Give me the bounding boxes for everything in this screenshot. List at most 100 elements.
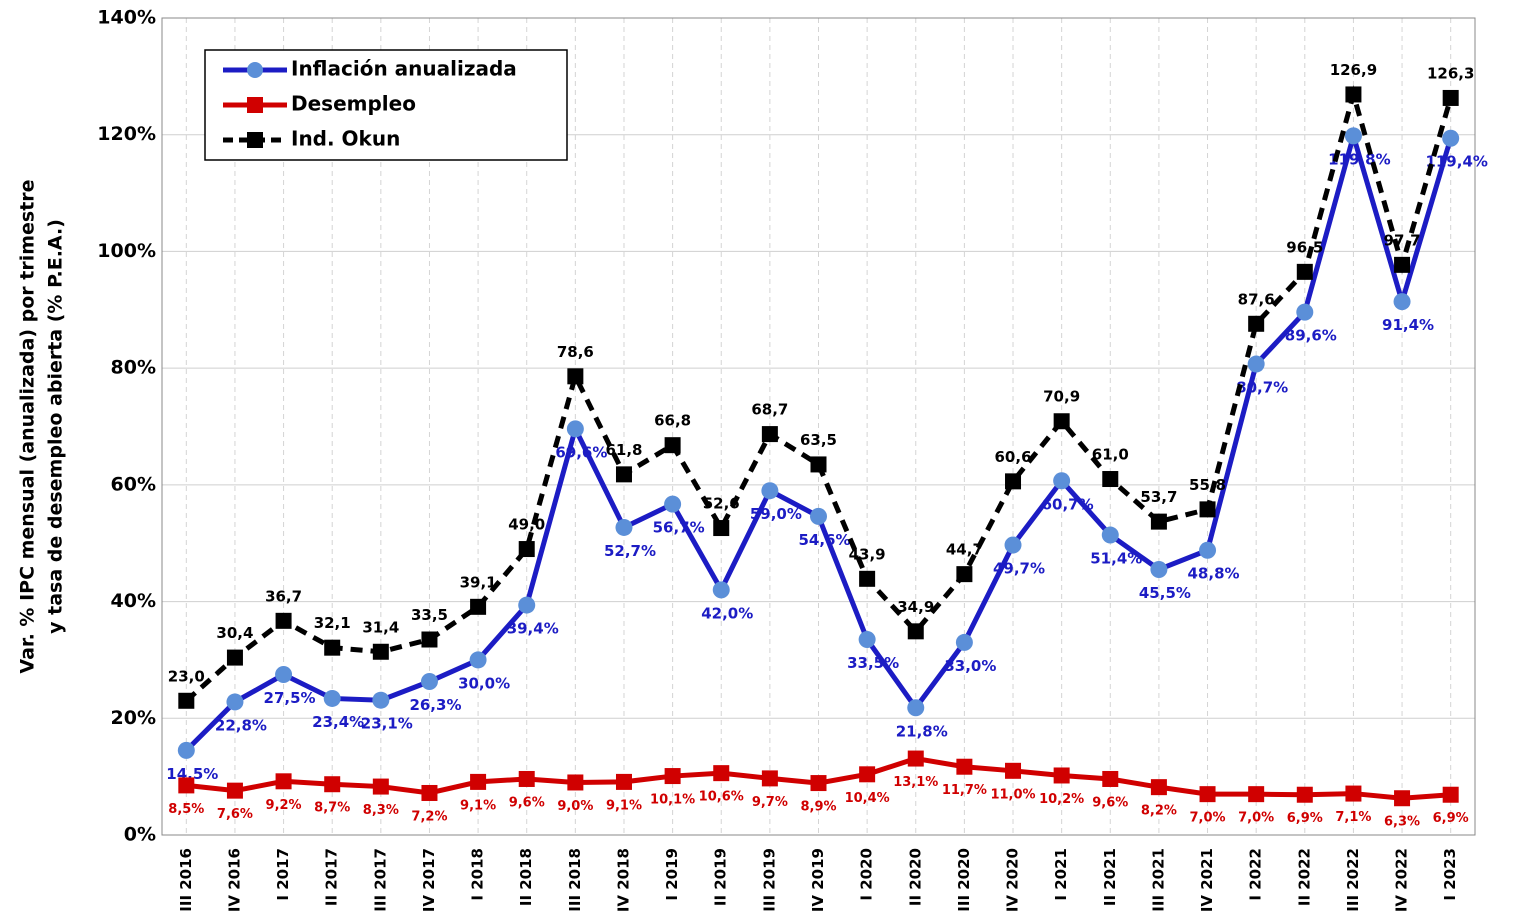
marker bbox=[615, 466, 632, 483]
marker bbox=[275, 612, 292, 629]
data-label: 87,6 bbox=[1238, 290, 1275, 308]
x-tick-label: III 2019 bbox=[760, 848, 778, 912]
marker bbox=[955, 633, 973, 651]
marker bbox=[810, 456, 827, 473]
data-label: 53,7 bbox=[1140, 488, 1177, 506]
marker bbox=[664, 437, 681, 454]
marker bbox=[1005, 473, 1022, 490]
marker bbox=[1247, 355, 1265, 373]
marker bbox=[761, 426, 778, 443]
x-tick-label: IV 2020 bbox=[1004, 848, 1022, 912]
data-label: 59,0% bbox=[750, 505, 802, 523]
data-label: 61,8 bbox=[605, 441, 642, 459]
x-tick-label: III 2018 bbox=[566, 848, 584, 912]
data-label: 8,3% bbox=[363, 803, 399, 818]
y-tick-label: 40% bbox=[111, 590, 156, 612]
data-label: 7,6% bbox=[217, 807, 253, 822]
data-label: 7,2% bbox=[411, 809, 447, 824]
data-label: 10,1% bbox=[650, 793, 695, 808]
marker bbox=[420, 673, 438, 691]
marker bbox=[1199, 501, 1216, 518]
data-label: 126,9 bbox=[1330, 61, 1377, 79]
data-label: 8,7% bbox=[314, 801, 350, 816]
marker bbox=[664, 495, 682, 513]
legend-label: Desempleo bbox=[291, 92, 416, 116]
data-label: 97,7 bbox=[1384, 231, 1421, 249]
data-label: 8,2% bbox=[1141, 804, 1177, 819]
data-label: 36,7 bbox=[265, 587, 302, 605]
marker bbox=[470, 598, 487, 615]
data-label: 7,0% bbox=[1190, 811, 1226, 826]
data-label: 9,6% bbox=[509, 795, 545, 810]
y-tick-label: 0% bbox=[124, 824, 156, 846]
x-tick-label: III 2017 bbox=[371, 848, 389, 912]
marker bbox=[226, 693, 244, 711]
data-label: 54,6% bbox=[798, 531, 850, 549]
data-label: 9,7% bbox=[752, 795, 788, 810]
data-label: 63,5 bbox=[800, 431, 837, 449]
data-label: 9,2% bbox=[266, 798, 302, 813]
marker bbox=[956, 758, 973, 775]
data-label: 23,4% bbox=[312, 713, 364, 731]
data-label: 60,7% bbox=[1042, 495, 1094, 513]
data-label: 60,6 bbox=[995, 448, 1032, 466]
marker bbox=[421, 631, 438, 648]
marker bbox=[1199, 541, 1217, 559]
y-tick-label: 60% bbox=[111, 473, 156, 495]
x-tick-label: III 2020 bbox=[955, 848, 973, 912]
x-tick-label: III 2016 bbox=[177, 848, 195, 912]
marker bbox=[1248, 315, 1265, 332]
data-label: 69,6% bbox=[555, 443, 607, 461]
marker bbox=[469, 651, 487, 669]
data-label: 32,1 bbox=[314, 614, 351, 632]
data-label: 44,7 bbox=[946, 541, 983, 559]
x-tick-label: I 2022 bbox=[1247, 848, 1265, 901]
data-label: 21,8% bbox=[896, 722, 948, 740]
legend-marker bbox=[247, 97, 263, 113]
data-label: 8,5% bbox=[168, 802, 204, 817]
data-label: 7,1% bbox=[1335, 810, 1371, 825]
legend-marker bbox=[247, 132, 263, 148]
x-tick-label: I 2018 bbox=[469, 848, 487, 901]
marker bbox=[1150, 513, 1167, 530]
marker bbox=[615, 773, 632, 790]
marker bbox=[713, 765, 730, 782]
marker bbox=[567, 774, 584, 791]
marker bbox=[421, 784, 438, 801]
marker bbox=[518, 541, 535, 558]
marker bbox=[761, 482, 779, 500]
data-label: 23,0 bbox=[168, 667, 205, 685]
data-label: 30,0% bbox=[458, 674, 510, 692]
marker bbox=[1442, 786, 1459, 803]
y-axis-label: y tasa de desempleo abierta (% P.E.A.) bbox=[45, 219, 67, 634]
x-tick-label: IV 2022 bbox=[1393, 848, 1411, 912]
x-tick-label: I 2020 bbox=[858, 848, 876, 901]
data-label: 55,8 bbox=[1189, 476, 1226, 494]
marker bbox=[1150, 779, 1167, 796]
data-label: 9,1% bbox=[606, 798, 642, 813]
data-label: 45,5% bbox=[1139, 584, 1191, 602]
marker bbox=[518, 596, 536, 614]
marker bbox=[1345, 86, 1362, 103]
marker bbox=[1442, 89, 1459, 106]
data-label: 10,6% bbox=[699, 790, 744, 805]
x-tick-label: II 2019 bbox=[712, 848, 730, 906]
data-label: 6,9% bbox=[1287, 811, 1323, 826]
legend-label: Ind. Okun bbox=[291, 127, 400, 151]
data-label: 68,7 bbox=[751, 401, 788, 419]
y-tick-label: 120% bbox=[97, 123, 156, 145]
data-label: 30,4 bbox=[216, 624, 253, 642]
x-tick-label: IV 2019 bbox=[809, 848, 827, 912]
data-label: 31,4 bbox=[362, 618, 399, 636]
x-tick-label: II 2022 bbox=[1295, 848, 1313, 906]
marker bbox=[1053, 413, 1070, 430]
marker bbox=[1101, 526, 1119, 544]
y-axis-label: Var. % IPC mensual (anualizada) por trim… bbox=[17, 179, 39, 673]
data-label: 96,5 bbox=[1286, 238, 1323, 256]
data-label: 33,0% bbox=[944, 657, 996, 675]
marker bbox=[324, 776, 341, 793]
marker bbox=[615, 518, 633, 536]
marker bbox=[907, 699, 925, 717]
